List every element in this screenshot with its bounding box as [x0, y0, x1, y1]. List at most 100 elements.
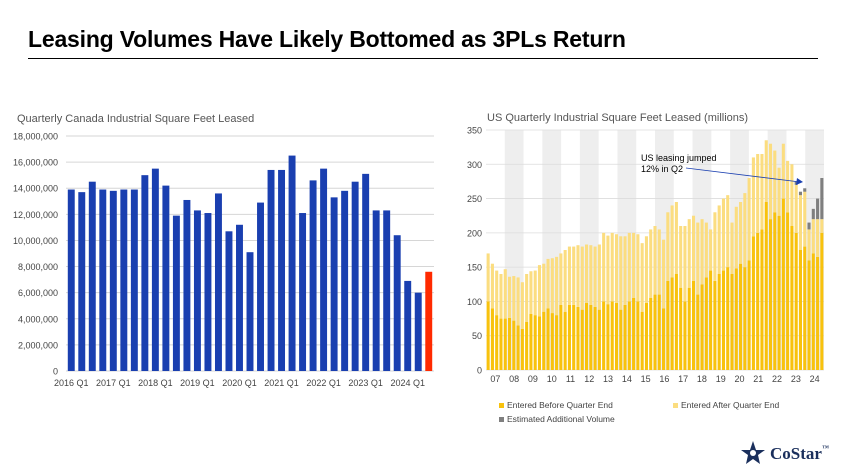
us-bar-entered-after: [683, 226, 687, 302]
us-bar-entered-after: [567, 246, 571, 305]
us-annotation-line1: US leasing jumped: [641, 153, 717, 163]
us-bar-entered-before: [589, 304, 593, 370]
us-x-tick-label: 23: [791, 374, 801, 384]
us-bar-entered-before: [567, 304, 571, 370]
us-bar-entered-before: [764, 202, 768, 370]
us-bar-entered-before: [726, 267, 730, 370]
us-bar-entered-before: [756, 232, 760, 370]
canada-y-tick-label: 2,000,000: [18, 340, 58, 350]
us-bar-entered-after: [820, 219, 824, 233]
canada-x-tick-label: 2022 Q1: [306, 378, 341, 388]
us-bar-entered-after: [507, 276, 512, 318]
us-bar-entered-after: [798, 195, 803, 250]
canada-bar: [393, 235, 401, 371]
canada-bar: [151, 168, 159, 371]
us-bar-entered-before: [619, 309, 623, 370]
us-x-tick-label: 18: [697, 374, 707, 384]
canada-y-tick-label: 8,000,000: [18, 262, 58, 272]
us-bar-estimated-additional: [816, 198, 820, 220]
us-bar-entered-before: [747, 260, 751, 370]
canada-y-tick-label: 12,000,000: [13, 210, 58, 220]
us-bar-entered-after: [525, 274, 529, 322]
us-bar-entered-before: [606, 304, 610, 370]
canada-bar: [120, 189, 128, 371]
canada-bar: [162, 185, 170, 371]
us-bar-entered-after: [696, 222, 700, 295]
us-bar-entered-before: [627, 301, 631, 370]
us-bar-entered-before: [730, 274, 734, 370]
us-annotation-arrow: [685, 167, 801, 183]
us-bar-entered-before: [533, 315, 537, 370]
us-legend-label: Estimated Additional Volume: [507, 414, 615, 424]
us-bar-entered-before: [717, 274, 721, 370]
us-bar-entered-after: [704, 222, 708, 278]
us-y-tick-label: 100: [467, 297, 482, 307]
us-chart-title: US Quarterly Industrial Square Feet Leas…: [487, 112, 748, 124]
us-x-tick-label: 21: [753, 374, 763, 384]
us-x-tick-label: 22: [772, 374, 782, 384]
us-bar-entered-after: [555, 256, 559, 316]
us-bar-entered-before: [670, 277, 674, 370]
title-underline: [28, 58, 818, 59]
canada-bar: [193, 210, 201, 371]
us-bar-entered-after: [516, 277, 520, 326]
us-bar-entered-after: [657, 229, 661, 295]
us-bar-entered-after: [670, 205, 674, 278]
us-bar-entered-after: [807, 229, 811, 261]
us-bar-entered-after: [717, 205, 721, 274]
us-bar-entered-after: [585, 244, 589, 303]
us-x-tick-label: 24: [810, 374, 820, 384]
us-bar-entered-before: [550, 313, 554, 370]
us-bar-entered-after: [576, 245, 580, 307]
us-bar-entered-after: [786, 160, 790, 213]
us-bar-entered-after: [614, 234, 619, 303]
us-bar-entered-after: [790, 164, 794, 226]
us-bar-entered-after: [623, 236, 627, 305]
us-x-tick-label: 09: [528, 374, 538, 384]
us-bar-entered-before: [576, 306, 580, 370]
us-bar-entered-after: [777, 167, 781, 216]
us-bar-estimated-additional: [798, 191, 803, 196]
us-x-tick-label: 08: [509, 374, 519, 384]
us-bar-entered-before: [632, 298, 636, 370]
us-bar-entered-after: [636, 234, 640, 302]
us-bar-entered-after: [563, 250, 567, 312]
canada-bar: [288, 155, 296, 371]
us-bar-entered-after: [768, 143, 773, 220]
us-bar-entered-after: [679, 226, 683, 288]
us-bar-entered-after: [687, 219, 691, 288]
us-bar-entered-after: [597, 244, 601, 310]
us-bar-entered-before: [691, 280, 696, 370]
us-bar-entered-after: [764, 140, 768, 202]
canada-bar: [172, 215, 180, 371]
us-bar-entered-before: [674, 274, 678, 370]
us-bar-entered-after: [734, 206, 738, 269]
canada-y-tick-label: 0: [53, 367, 58, 377]
us-y-tick-label: 0: [477, 366, 482, 376]
us-bar-entered-before: [653, 294, 657, 370]
us-bar-entered-after: [572, 246, 576, 305]
canada-x-tick-label: 2017 Q1: [96, 378, 131, 388]
us-bar-entered-before: [602, 301, 606, 370]
us-bar-entered-after: [490, 263, 494, 309]
us-bar-entered-before: [614, 302, 619, 370]
us-x-tick-label: 10: [547, 374, 557, 384]
us-x-tick-label: 14: [622, 374, 632, 384]
us-legend-swatch: [673, 403, 678, 408]
us-bar-entered-before: [816, 256, 820, 370]
us-y-tick-label: 300: [467, 160, 482, 170]
us-bar-entered-before: [696, 294, 700, 370]
us-bar-entered-before: [773, 212, 777, 370]
us-bar-entered-before: [768, 219, 773, 370]
us-x-tick-label: 20: [734, 374, 744, 384]
us-bar-entered-after: [674, 202, 678, 274]
canada-bar: [309, 180, 317, 371]
us-bar-entered-before: [503, 318, 507, 370]
canada-x-tick-label: 2016 Q1: [54, 378, 89, 388]
us-bar-entered-after: [529, 271, 533, 314]
canada-bar: [67, 189, 75, 371]
canada-y-tick-label: 10,000,000: [13, 236, 58, 246]
canada-x-tick-label: 2021 Q1: [264, 378, 299, 388]
